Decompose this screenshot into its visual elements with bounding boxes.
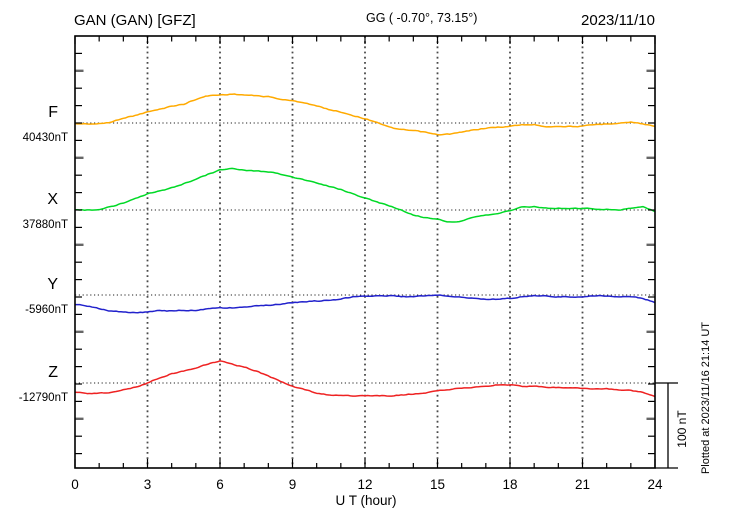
plot-frame — [74, 35, 656, 469]
f-component-label: F — [48, 104, 58, 121]
hour-tick-label: 6 — [216, 477, 224, 492]
x-trace — [75, 167, 655, 223]
hour-tick-label: 3 — [144, 477, 152, 492]
coordinates-label: GG ( -0.70°, 73.15°) — [366, 11, 477, 25]
plotted-at-note: Plotted at 2023/11/16 21:14 UT — [700, 322, 712, 474]
hour-tick-label: 9 — [289, 477, 297, 492]
hour-tick-label: 18 — [502, 477, 517, 492]
f-base-value-label: 40430nT — [23, 132, 68, 144]
z-component-label: Z — [48, 364, 58, 381]
hour-tick-label: 12 — [357, 477, 372, 492]
hour-tick-label: 15 — [430, 477, 445, 492]
y-trace — [75, 294, 655, 314]
x-component-label: X — [47, 191, 58, 208]
trace-layer — [75, 93, 655, 398]
label-layer: 0 3 6 9 12 15 18 21 24 F 40430nT X 37880nT Y -5960nT Z -… — [19, 104, 663, 492]
tick-layer — [74, 36, 656, 468]
hour-tick-label: 24 — [647, 477, 663, 492]
z-base-value-label: -12790nT — [19, 392, 68, 404]
hour-tick-label: 21 — [575, 477, 590, 492]
y-base-value-label: -5960nT — [25, 304, 68, 316]
hour-tick-label: 0 — [71, 477, 79, 492]
station-title: GAN (GAN) [GFZ] — [74, 12, 196, 29]
x-axis-title: U T (hour) — [335, 493, 396, 508]
scale-bar-label: 100 nT — [675, 410, 689, 448]
y-component-label: Y — [47, 276, 58, 293]
plot-date: 2023/11/10 — [581, 12, 655, 29]
grid-layer — [75, 36, 655, 468]
x-base-value-label: 37880nT — [23, 219, 68, 231]
z-trace — [75, 360, 655, 398]
f-trace — [75, 93, 655, 136]
scale-bar — [655, 382, 678, 469]
